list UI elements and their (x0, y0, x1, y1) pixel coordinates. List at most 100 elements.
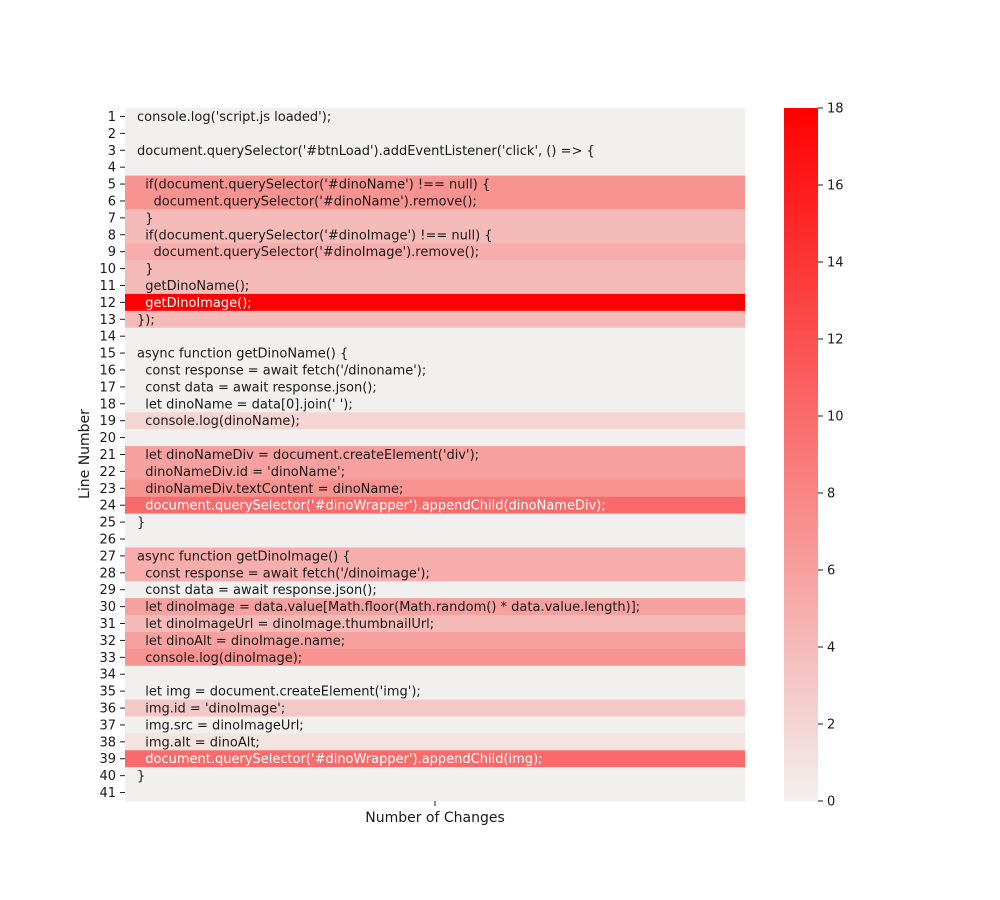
heatmap-cell (125, 108, 745, 126)
y-tick-label: 14 (99, 330, 116, 345)
colorbar-tick-label: 10 (827, 410, 844, 425)
code-line-text: const response = await fetch('/dinoimage… (137, 566, 430, 581)
y-tick-label: 36 (99, 702, 116, 717)
code-line-text: let dinoImageUrl = dinoImage.thumbnailUr… (137, 617, 434, 632)
y-tick-label: 16 (99, 363, 116, 378)
y-tick-label: 40 (99, 769, 116, 784)
code-line-text: console.log(dinoImage); (137, 651, 302, 666)
heatmap-cell (125, 513, 745, 532)
y-tick-label: 4 (108, 161, 116, 176)
heatmap-cell (125, 699, 745, 717)
code-line-text: console.log(dinoName); (137, 414, 300, 429)
heatmap-cell (125, 310, 745, 329)
y-tick-label: 26 (99, 533, 116, 548)
code-line-text: console.log('script.js loaded'); (137, 110, 331, 125)
heatmap-cell (125, 733, 745, 751)
y-tick-label: 7 (108, 211, 116, 226)
y-tick-label: 31 (99, 617, 116, 632)
heatmap-cell (125, 479, 745, 498)
y-tick-label: 10 (99, 262, 116, 277)
code-line-text: }); (137, 313, 155, 328)
code-line-text: const data = await response.json(); (137, 380, 377, 395)
y-tick-label: 19 (99, 414, 116, 429)
code-line-text: const data = await response.json(); (137, 583, 377, 598)
colorbar-tick-label: 14 (827, 256, 844, 271)
heatmap-cell (125, 141, 745, 160)
heatmap-cell (125, 547, 745, 565)
code-line-text: document.querySelector('#dinoWrapper').a… (137, 499, 606, 514)
heatmap-cell (125, 243, 745, 261)
heatmap-cell (125, 226, 745, 244)
y-tick-label: 32 (99, 634, 116, 649)
y-tick-label: 21 (99, 448, 116, 463)
y-axis-label: Line Number (77, 409, 93, 499)
code-line-text: getDinoName(); (137, 279, 249, 294)
code-line-text: let dinoNameDiv = document.createElement… (137, 448, 479, 463)
colorbar-tick-label: 18 (827, 102, 844, 117)
heatmap-cell (125, 260, 745, 278)
heatmap-cell (125, 344, 745, 363)
code-line-text: document.querySelector('#dinoName').remo… (137, 194, 477, 209)
code-line-text: } (137, 516, 145, 531)
y-tick-label: 15 (99, 347, 116, 362)
y-tick-label: 20 (99, 431, 116, 446)
heatmap-cell (125, 361, 745, 379)
heatmap-cell (125, 496, 745, 515)
y-tick-label: 29 (99, 583, 116, 598)
colorbar-gradient (784, 108, 818, 801)
y-tick-label: 24 (99, 499, 116, 514)
y-tick-label: 35 (99, 685, 116, 700)
code-line-text: let dinoImage = data.value[Math.floor(Ma… (137, 600, 640, 615)
heatmap-cell (125, 631, 745, 650)
heatmap-cell (125, 615, 745, 633)
heatmap-cell (125, 462, 745, 481)
code-line-text: img.id = 'dinoImage'; (137, 702, 285, 717)
y-tick-label: 11 (99, 279, 116, 294)
y-tick-label: 23 (99, 482, 116, 497)
heatmap-cell (125, 429, 745, 447)
code-line-text: document.querySelector('#dinoWrapper').a… (137, 752, 543, 767)
heatmap-cell (125, 648, 745, 667)
code-line-text: if(document.querySelector('#dinoName') !… (137, 178, 490, 193)
y-tick-label: 28 (99, 566, 116, 581)
code-line-text: document.querySelector('#dinoImage').rem… (137, 245, 479, 260)
heatmap-cell (125, 395, 745, 413)
y-tick-label: 18 (99, 397, 116, 412)
colorbar-tick-label: 2 (827, 718, 835, 733)
code-line-text: img.src = dinoImageUrl; (137, 718, 304, 733)
y-tick-label: 5 (108, 178, 116, 193)
colorbar-tick-label: 4 (827, 641, 835, 656)
code-line-text: let img = document.createElement('img'); (137, 685, 421, 700)
heatmap-cell (125, 158, 745, 177)
code-line-text: const response = await fetch('/dinoname'… (137, 363, 426, 378)
code-line-text: if(document.querySelector('#dinoImage') … (137, 228, 493, 243)
heatmap-cell (125, 124, 745, 143)
heatmap-cell (125, 530, 745, 548)
heatmap-cell (125, 716, 745, 734)
heatmap-cell (125, 175, 745, 194)
heatmap-cell (125, 784, 745, 802)
code-line-text: async function getDinoImage() { (137, 549, 351, 564)
x-axis-label: Number of Changes (365, 810, 505, 826)
heatmap-cell (125, 327, 745, 346)
colorbar-tick-label: 6 (827, 564, 835, 579)
code-line-text: getDinoImage(); (137, 296, 252, 311)
colorbar-tick-label: 8 (827, 487, 835, 502)
y-tick-label: 33 (99, 651, 116, 666)
y-tick-label: 38 (99, 735, 116, 750)
code-line-text: document.querySelector('#btnLoad').addEv… (137, 144, 595, 159)
colorbar-tick-label: 0 (827, 795, 835, 810)
colorbar-tick-label: 12 (827, 333, 844, 348)
y-tick-label: 12 (99, 296, 116, 311)
heatmap-cell (125, 750, 745, 768)
heatmap-cell (125, 598, 745, 616)
code-line-text: let dinoAlt = dinoImage.name; (137, 634, 345, 649)
heatmap-cell (125, 767, 745, 785)
heatmap-cell (125, 682, 745, 701)
code-line-text: } (137, 769, 145, 784)
colorbar-tick-label: 16 (827, 179, 844, 194)
heatmap-cell (125, 564, 745, 582)
y-tick-label: 9 (108, 245, 116, 260)
code-line-text: dinoNameDiv.id = 'dinoName'; (137, 465, 345, 480)
